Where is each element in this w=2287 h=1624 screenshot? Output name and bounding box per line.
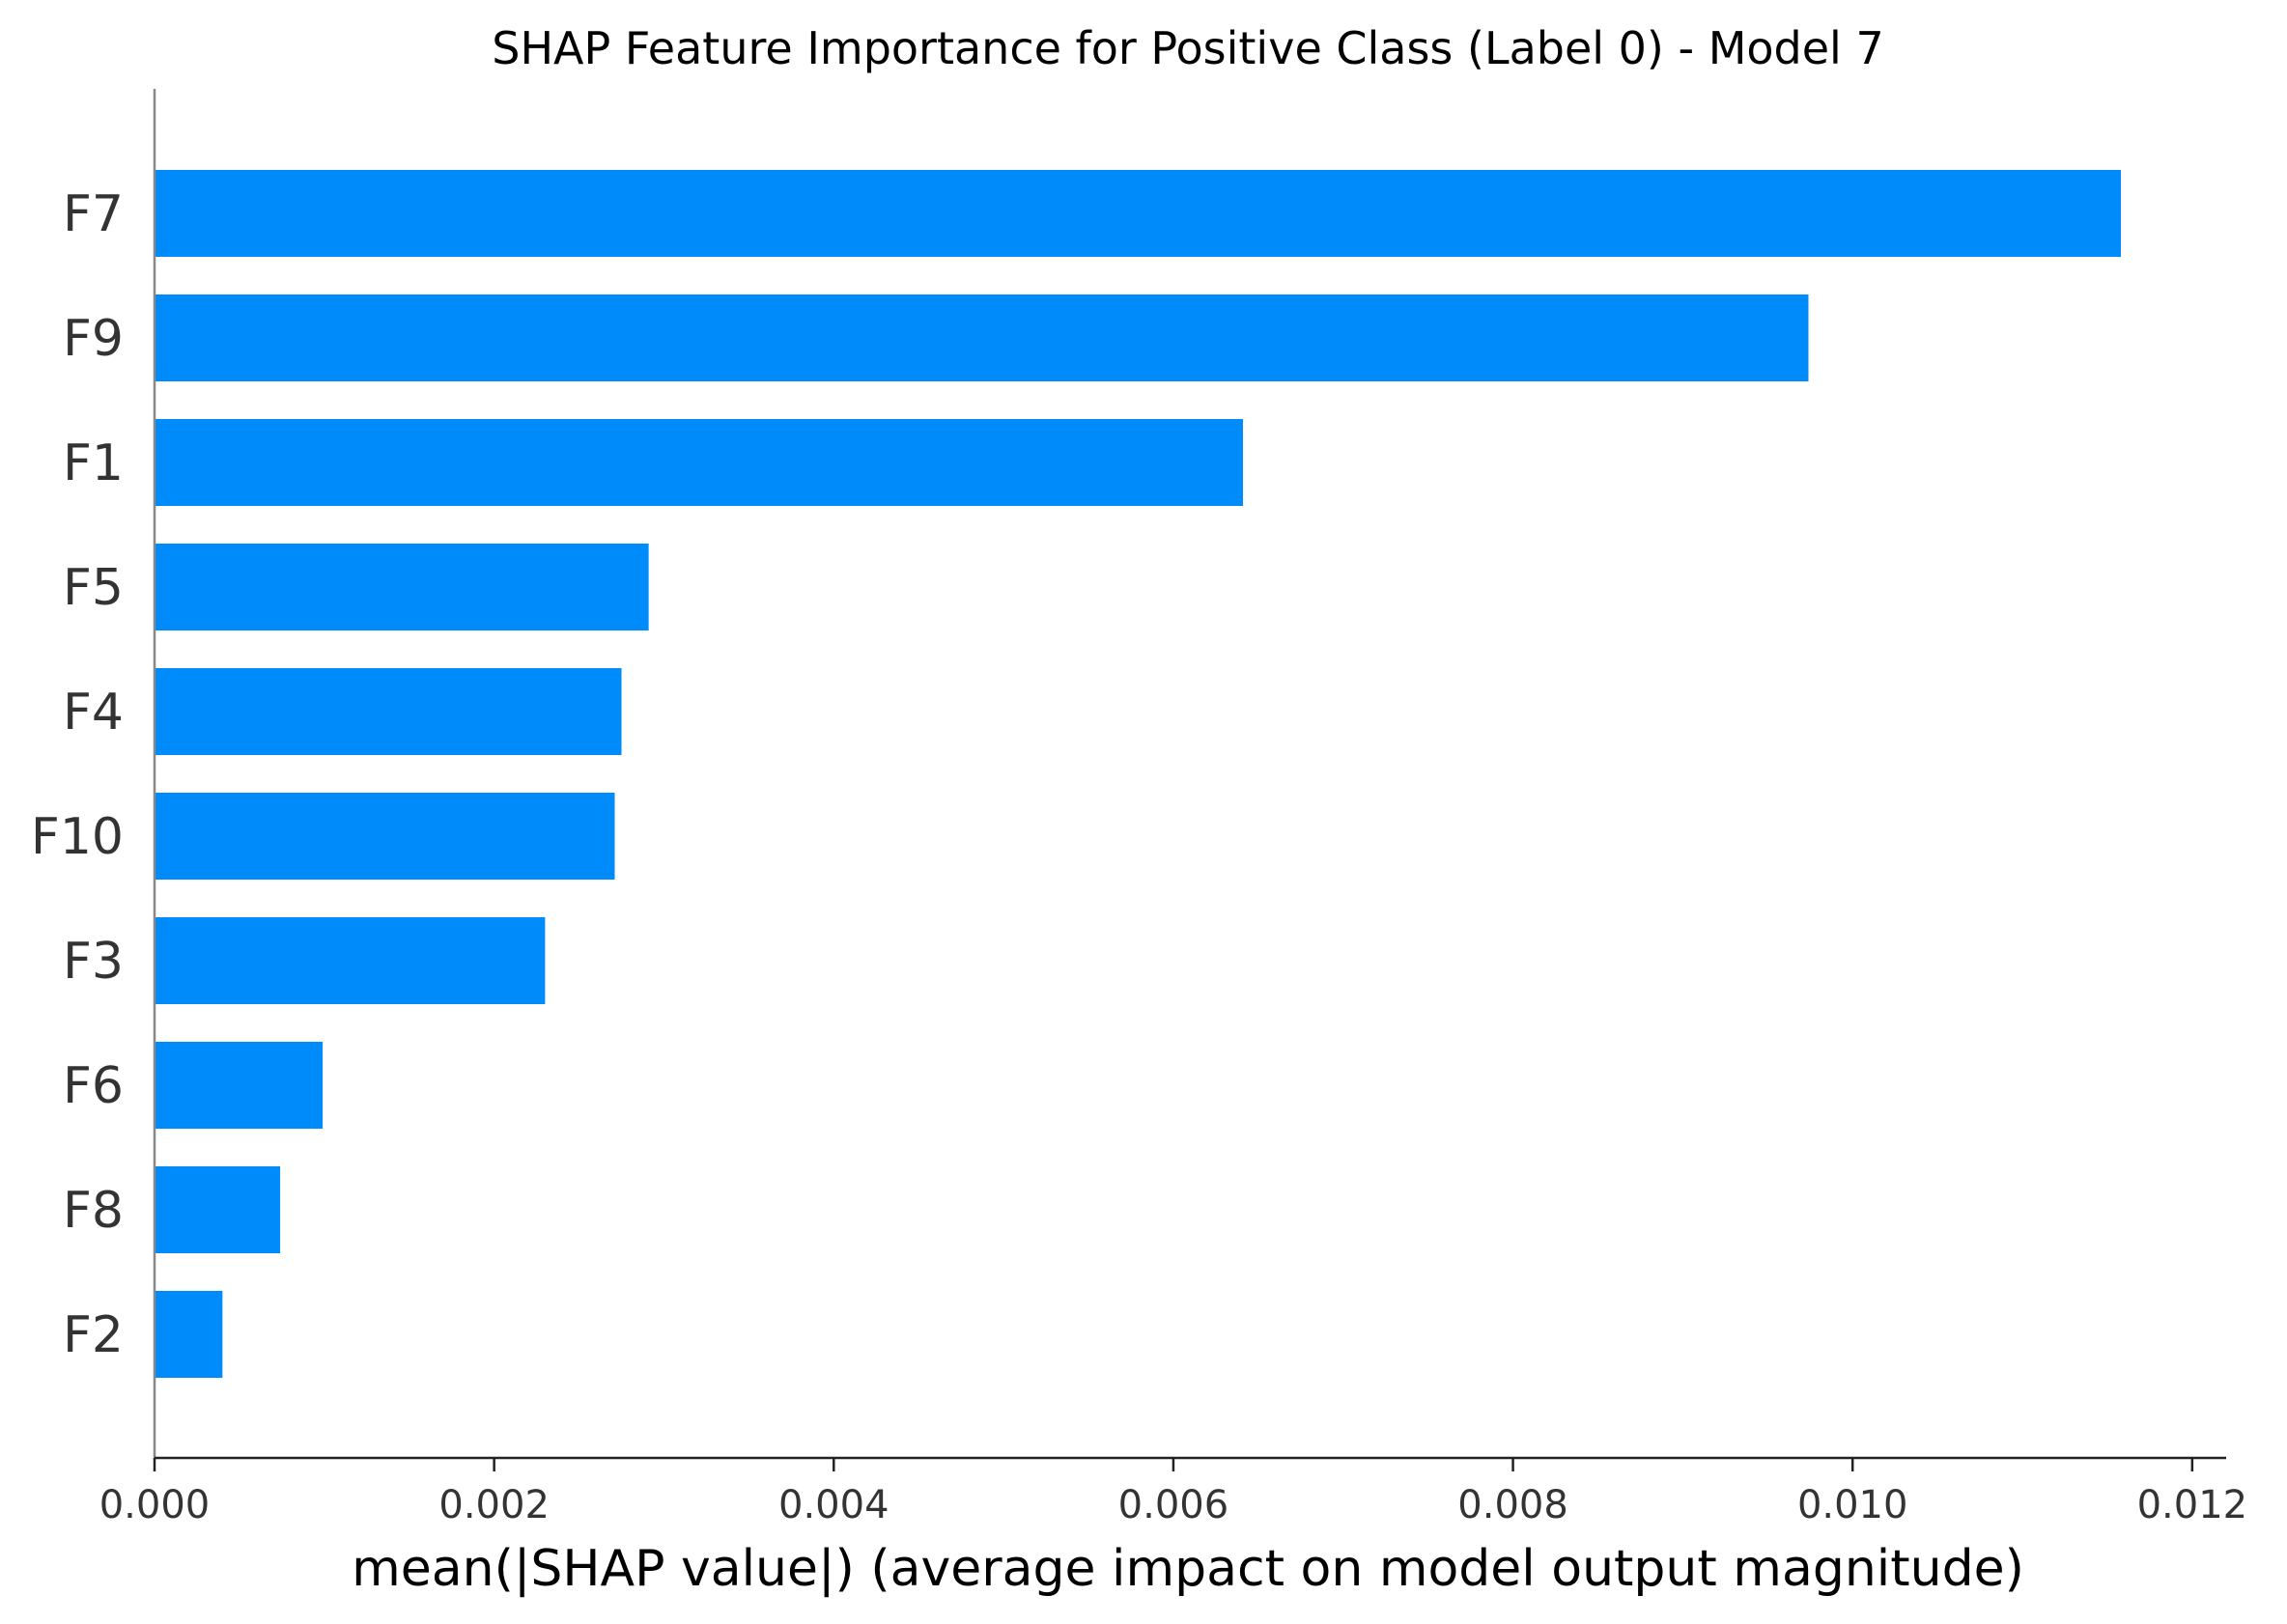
x-tick-label: 0.010 [1797,1483,1908,1527]
y-tick-label-f6: F6 [63,1057,124,1115]
bar-f9 [155,294,1809,381]
bar-f1 [155,419,1244,506]
bar-f8 [155,1166,281,1253]
bar-f3 [155,917,546,1004]
y-tick-label-f7: F7 [63,185,124,243]
y-tick-labels: F7 F9 F1 F5 F4 F10 F3 F6 F8 F2 [31,185,124,1364]
x-tick-label: 0.004 [778,1483,889,1527]
y-tick-label-f8: F8 [63,1182,124,1240]
y-tick-label-f1: F1 [63,434,124,492]
bar-f6 [155,1042,324,1129]
x-ticks: 0.000 0.002 0.004 0.006 0.008 0.010 0.012 [99,1458,2247,1527]
bar-f10 [155,793,615,880]
bar-f7 [155,170,2121,257]
y-tick-label-f10: F10 [31,808,124,866]
y-tick-label-f2: F2 [63,1306,124,1364]
chart-title: SHAP Feature Importance for Positive Cla… [492,22,1883,74]
bar-f2 [155,1291,223,1378]
x-tick-label: 0.000 [99,1483,211,1527]
x-tick-label: 0.006 [1118,1483,1229,1527]
y-tick-label-f5: F5 [63,559,124,617]
y-tick-label-f9: F9 [63,310,124,368]
y-tick-label-f3: F3 [63,933,124,991]
bars-group [155,170,2121,1378]
x-tick-label: 0.008 [1457,1483,1568,1527]
y-tick-label-f4: F4 [63,684,124,742]
x-axis-label: mean(|SHAP value|) (average impact on mo… [352,1540,2024,1598]
x-tick-label: 0.002 [438,1483,550,1527]
bar-f4 [155,668,622,755]
bar-f5 [155,544,649,630]
x-tick-label: 0.012 [2137,1483,2248,1527]
